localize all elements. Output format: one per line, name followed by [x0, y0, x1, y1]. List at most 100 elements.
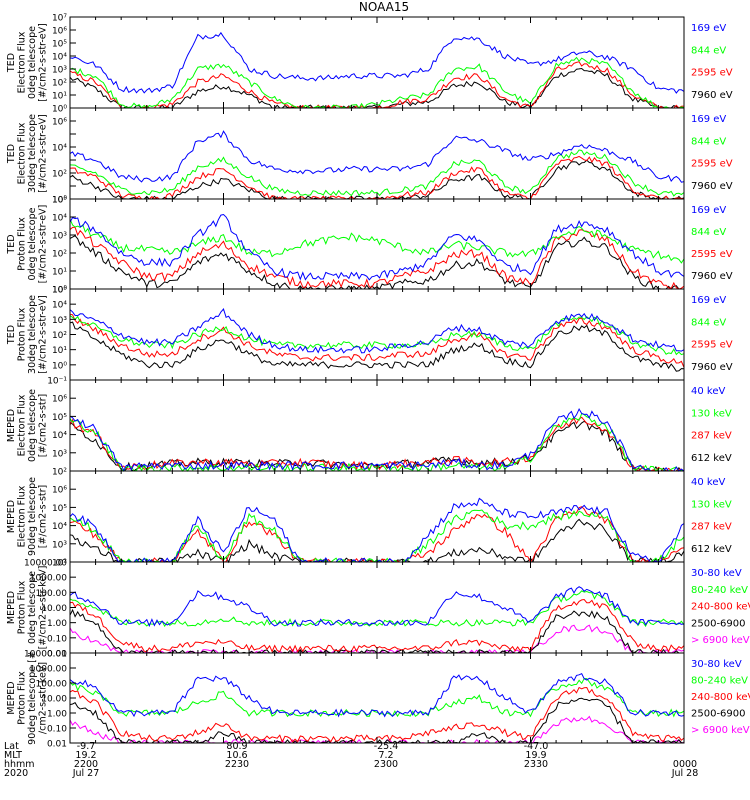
y-tick-label: 10²: [52, 331, 67, 341]
y-axis-label-line: [#/cm2-s-str]: [38, 394, 49, 457]
legend-entry: 30-80 keV: [691, 659, 742, 670]
y-tick-label: 10¹: [52, 268, 67, 278]
legend-entry: 2595 eV: [691, 249, 733, 260]
y-tick-label: 10⁵: [52, 504, 67, 514]
y-axis-label-line: MEPED: [6, 681, 17, 714]
y-tick-label: 10⁴: [52, 301, 67, 311]
y-axis-label: TED Electron Flux 0deg telescope [#/cm2-s-s…: [6, 23, 49, 102]
y-axis-label-line: [#/cm2-s-str-eV]: [38, 23, 49, 102]
legend-entry: 287 keV: [691, 522, 732, 533]
y-axis-label-line: [#/cm2-s-str-keV]: [38, 566, 49, 650]
panel-6: 612 keV 287 keV 130 keV 40 keV 10² 10³ 10⁴ 10⁵ 1…: [6, 470, 732, 569]
footer-value: 19.2: [75, 750, 96, 761]
legend-entry: 240-800 keV: [691, 692, 750, 703]
footer-value: 19.9: [525, 750, 546, 761]
series-line-4-2: [69, 313, 685, 368]
legend-entry: 2500-6900: [691, 618, 746, 629]
panel-frame: [69, 652, 685, 744]
series-line-6-1: [69, 518, 685, 564]
y-tick-label: 10⁶: [52, 395, 67, 405]
y-tick-label: 10³: [52, 316, 67, 326]
legend-entry: 169 eV: [691, 114, 726, 125]
footer-row-label: hhmm: [4, 759, 35, 770]
y-axis-label-line: TED: [6, 325, 17, 345]
y-axis-label-line: 0deg telescope: [27, 389, 38, 462]
series-line-4-1: [69, 321, 685, 372]
footer-value: -47.0: [524, 741, 549, 752]
series-line-5-3: [69, 412, 685, 473]
footer-value: 0000: [673, 759, 697, 770]
panel-frame: [69, 470, 685, 563]
legend-entry: 287 keV: [691, 431, 732, 442]
series-line-4-3: [69, 315, 685, 356]
series-line-6-3: [69, 509, 685, 563]
legend-entry: 40 keV: [691, 386, 725, 397]
y-axis-label-line: 90deg telescope: [27, 477, 38, 556]
footer-row-label: MLT: [4, 750, 22, 761]
footer-value: -25.4: [374, 741, 399, 752]
y-axis-label-line: TED: [6, 53, 17, 73]
y-axis-label-line: 0deg telescope: [27, 571, 38, 644]
legend-entry: 130 keV: [691, 408, 732, 419]
y-axis-label-line: Electron Flux: [17, 122, 28, 184]
footer-date: Jul 27: [72, 768, 100, 779]
y-axis-label: MEPED Electron Flux 90deg telescope [#/cm2-…: [6, 477, 49, 556]
y-tick-label: 1.00: [47, 619, 67, 629]
y-axis-label-line: Proton Flux: [17, 580, 28, 634]
legend-entry: 2595 eV: [691, 159, 733, 170]
y-axis-label-line: [#/cm2-s-str]: [38, 485, 49, 548]
legend-entry: 240-800 keV: [691, 602, 750, 613]
footer-value: 80.9: [226, 741, 247, 752]
legend-entry: 7960 eV: [691, 90, 733, 101]
y-axis-label-line: MEPED: [6, 591, 17, 624]
series-line-4-4: [69, 307, 685, 354]
series-line-7-4: [69, 590, 685, 628]
y-tick-label: 10²: [52, 170, 67, 180]
panel-4: 7960 eV 2595 eV 844 eV 169 eV 10⁻¹ 10⁰ 10¹ 10² 1…: [6, 286, 733, 387]
series-line-3-1: [69, 235, 684, 290]
y-tick-label: 10⁴: [52, 522, 67, 532]
y-axis-label-line: 90deg telescope [#: [27, 651, 38, 745]
y-tick-label: 1000.00: [30, 665, 67, 675]
legend-entry: > 6900 keV: [691, 725, 750, 736]
y-tick-label: 10⁻¹: [47, 377, 67, 387]
chart-title: NOAA15: [359, 0, 409, 14]
y-axis-label: MEPED Proton Flux 0deg telescope [#/cm2-s-s…: [6, 566, 49, 650]
series-line-2-4: [69, 130, 685, 183]
y-tick-label: 10³: [52, 540, 67, 550]
legend-entry: 7960 eV: [691, 271, 733, 282]
series-line-1-3: [69, 56, 685, 109]
legend-entry: 40 keV: [691, 477, 725, 488]
y-tick-label: 10¹: [52, 346, 67, 356]
y-tick-label: 10⁵: [52, 196, 67, 206]
panel-3: 7960 eV 2595 eV 844 eV 169 eV 10⁰ 10¹ 10² 10³ 10…: [6, 196, 733, 296]
footer-value: 2230: [225, 759, 249, 770]
series-line-7-5: [69, 586, 685, 628]
y-tick-label: 0.10: [47, 634, 67, 644]
y-tick-label: 10000.00: [24, 559, 67, 569]
series-line-8-3: [69, 686, 685, 744]
y-tick-label: 10³: [52, 449, 67, 459]
y-tick-label: 10²: [52, 250, 67, 260]
y-axis-label-line: MEPED: [6, 500, 17, 533]
legend-entry: 844 eV: [691, 227, 726, 238]
y-tick-label: 0.01: [47, 740, 67, 750]
y-tick-label: 10⁴: [52, 53, 67, 63]
legend-entry: > 6900 keV: [691, 635, 750, 646]
y-tick-label: 0.10: [47, 725, 67, 735]
footer-date: Jul 28: [671, 768, 699, 779]
y-axis-label-line: Electron Flux: [17, 394, 28, 456]
footer-value: 2300: [374, 759, 398, 770]
y-axis-label-line: [#/cm2-s-str-eV]: [38, 205, 49, 284]
legend-entry: 2595 eV: [691, 340, 733, 351]
y-tick-label: 10²: [52, 79, 67, 89]
legend-entry: 844 eV: [691, 45, 726, 56]
legend-entry: 169 eV: [691, 205, 726, 216]
series-line-5-1: [69, 420, 684, 472]
legend-entry: 612 keV: [691, 453, 732, 464]
y-tick-label: 10⁰: [52, 196, 67, 206]
legend-entry: 30-80 keV: [691, 568, 742, 579]
